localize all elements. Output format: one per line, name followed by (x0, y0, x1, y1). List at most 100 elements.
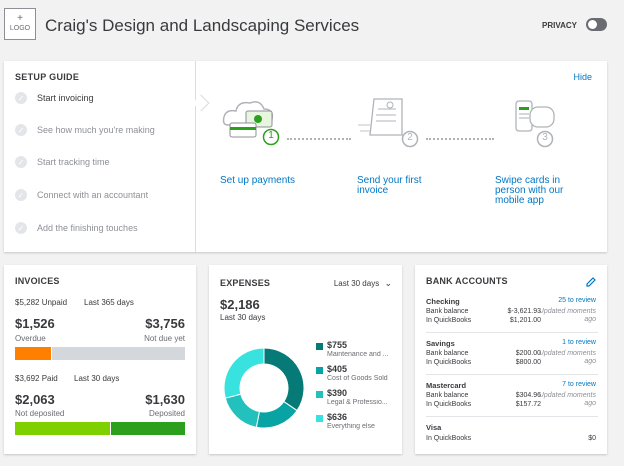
payments-illustration-icon (222, 101, 274, 138)
quickbooks-value: $0 (588, 435, 596, 442)
not-deposited-bar[interactable] (15, 422, 110, 435)
send-first-invoice-link[interactable]: Send your first invoice (357, 175, 422, 196)
legend-swatch-1 (316, 367, 323, 374)
legend-amount-1[interactable]: $405 (327, 364, 348, 374)
step-label: Start invoicing (37, 93, 94, 103)
legend-label-3: Everything else (327, 423, 375, 430)
step-number-1-icon (262, 128, 280, 146)
account-name[interactable]: Mastercard (426, 381, 467, 390)
setup-guide-card: SETUP GUIDE ✓ Start invoicing ✓ See how mu… (4, 61, 607, 252)
bank-balance-label: Bank balance (426, 308, 469, 315)
setup-steps-panel: SETUP GUIDE ✓ Start invoicing ✓ See how mu… (4, 61, 196, 252)
unpaid-total[interactable]: $5,282 Unpaid (15, 298, 68, 307)
step-track-time[interactable]: ✓ Start tracking time (15, 155, 110, 169)
account-divider (426, 332, 598, 333)
bank-balance-value: $-3,621.93 (507, 308, 541, 315)
dotted-connector (287, 138, 351, 140)
bank-balance-label: Bank balance (426, 392, 469, 399)
quickbooks-label: In QuickBooks (426, 401, 472, 408)
bank-accounts-card: BANK ACCOUNTS Checking 25 to review Bank… (415, 265, 607, 454)
privacy-toggle[interactable] (586, 18, 607, 31)
quickbooks-label: In QuickBooks (426, 359, 472, 366)
legend-swatch-2 (316, 391, 323, 398)
mobile-illustration-icon (515, 100, 555, 132)
step-finishing-touches[interactable]: ✓ Add the finishing touches (15, 221, 138, 235)
expenses-title: EXPENSES (220, 278, 271, 288)
account-name[interactable]: Checking (426, 297, 460, 306)
not-deposited-label: Not deposited (15, 409, 65, 418)
invoice-illustration-icon (358, 98, 403, 136)
step-connect-accountant[interactable]: ✓ Connect with an accountant (15, 188, 148, 202)
deposited-bar[interactable] (111, 422, 185, 435)
legend-label-2: Legal & Professio... (327, 399, 388, 406)
legend-amount-3[interactable]: $636 (327, 412, 348, 422)
company-logo-placeholder[interactable]: + LOGO (4, 8, 36, 40)
step-label: Connect with an accountant (37, 190, 149, 200)
review-link[interactable]: 25 to review (558, 297, 596, 304)
quickbooks-value: $800.00 (515, 359, 541, 366)
account-divider (426, 416, 598, 417)
set-up-payments-link[interactable]: Set up payments (220, 175, 296, 186)
overdue-amount[interactable]: $1,526 (15, 316, 55, 331)
expenses-total: $2,186 (220, 297, 260, 312)
bank-balance-value: $304.96 (515, 392, 541, 399)
overdue-bar[interactable] (15, 347, 51, 360)
range-label: Last 30 days (333, 279, 380, 288)
expenses-donut-chart[interactable] (221, 345, 307, 431)
step-start-invoicing[interactable]: ✓ Start invoicing (15, 91, 94, 105)
paid-range: Last 30 days (74, 374, 120, 383)
toggle-knob (588, 20, 597, 29)
chevron-down-icon: ⌄ (384, 278, 392, 288)
quickbooks-label: In QuickBooks (426, 317, 472, 324)
paid-total[interactable]: $3,692 Paid (15, 374, 58, 383)
step-number-3-icon (536, 130, 554, 148)
swipe-cards-link[interactable]: Swipe cards in person with our mobile ap… (495, 175, 564, 206)
step-label: Add the finishing touches (37, 223, 138, 233)
legend-amount-0[interactable]: $755 (327, 340, 348, 350)
bank-accounts-title: BANK ACCOUNTS (426, 276, 508, 286)
account-name[interactable]: Visa (426, 423, 442, 432)
donut-slice-2[interactable] (224, 393, 260, 428)
review-link[interactable]: 1 to review (562, 339, 596, 346)
legend-amount-2[interactable]: $390 (327, 388, 348, 398)
deposited-amount[interactable]: $1,630 (145, 392, 185, 407)
step-number-2-icon (401, 130, 419, 148)
deposited-label: Deposited (148, 409, 185, 418)
donut-slice-3[interactable] (223, 347, 265, 399)
unpaid-range: Last 365 days (84, 298, 134, 307)
check-icon: ✓ (15, 92, 27, 104)
legend-label-1: Cost of Goods Sold (327, 375, 388, 382)
account-divider (426, 374, 598, 375)
legend-swatch-3 (316, 415, 323, 422)
invoices-card: INVOICES $5,282 Unpaid Last 365 days $1,… (4, 265, 196, 454)
check-icon: ✓ (15, 222, 27, 234)
expenses-range-dropdown[interactable]: Last 30 days ⌄ (334, 278, 392, 289)
overdue-label: Overdue (15, 334, 46, 343)
not-due-label: Not due yet (144, 334, 185, 343)
dotted-connector (426, 138, 494, 140)
quickbooks-label: In QuickBooks (426, 435, 472, 442)
quickbooks-value: $157.72 (515, 401, 541, 408)
privacy-label: PRIVACY (542, 21, 577, 30)
account-name[interactable]: Savings (426, 339, 455, 348)
step-label: See how much you're making (37, 125, 155, 135)
add-logo-plus: + (17, 13, 23, 24)
hide-setup-link[interactable]: Hide (573, 72, 592, 82)
not-deposited-amount[interactable]: $2,063 (15, 392, 55, 407)
logo-label: LOGO (9, 25, 31, 32)
not-due-bar[interactable] (52, 347, 185, 360)
bank-balance-value: $200.00 (515, 350, 541, 357)
expenses-card: EXPENSES Last 30 days ⌄ $2,186 Last 30 d… (209, 265, 402, 454)
review-link[interactable]: 7 to review (562, 381, 596, 388)
check-icon: ✓ (15, 156, 27, 168)
legend-label-0: Maintenance and ... (327, 351, 389, 358)
step-number-1: 1 (268, 130, 274, 141)
step-see-making[interactable]: ✓ See how much you're making (15, 123, 155, 137)
updated-status: Updated moments ago (538, 350, 596, 365)
setup-guide-title: SETUP GUIDE (15, 72, 80, 82)
bank-balance-label: Bank balance (426, 350, 469, 357)
quickbooks-value: $1,201.00 (509, 317, 541, 324)
pencil-icon[interactable] (586, 277, 596, 287)
not-due-amount[interactable]: $3,756 (145, 316, 185, 331)
check-icon: ✓ (15, 124, 27, 136)
